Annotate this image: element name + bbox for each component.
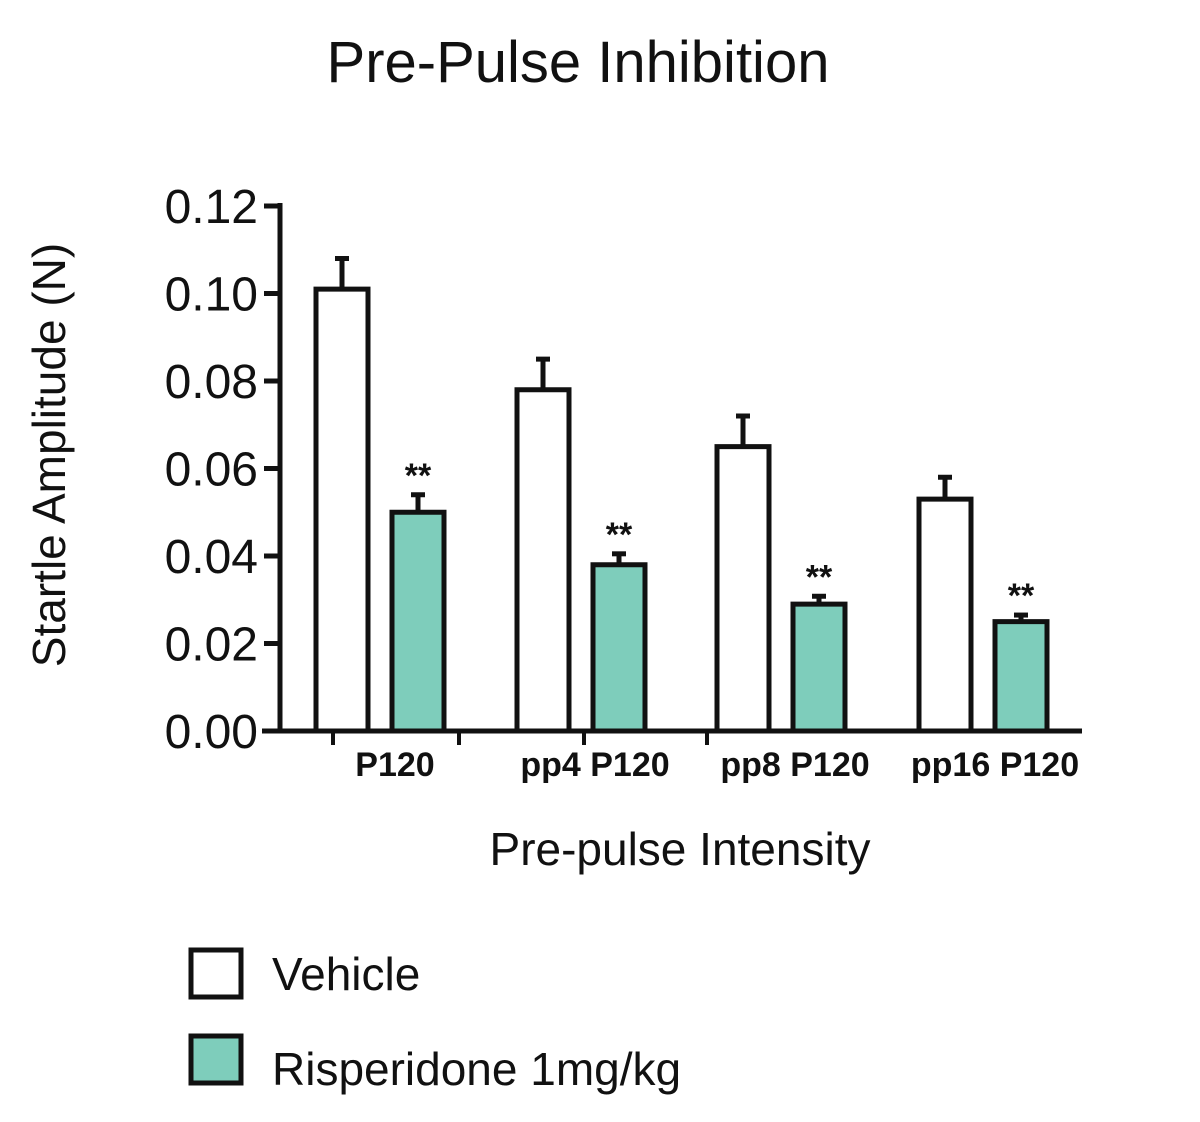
y-tick-label: 0.08 (165, 356, 258, 409)
bar-vehicle (714, 444, 772, 734)
x-tick-label: pp8 P120 (720, 746, 869, 784)
legend: Vehicle Risperidone 1mg/kg (188, 947, 681, 1095)
y-tick-label: 0.06 (165, 444, 258, 497)
legend-label-risperidone: Risperidone 1mg/kg (272, 1043, 681, 1095)
y-tick-label: 0.02 (165, 619, 258, 672)
chart-title: Pre-Pulse Inhibition (327, 30, 830, 95)
legend-swatch-vehicle (188, 947, 244, 1000)
y-tick-label: 0.12 (165, 181, 258, 234)
y-axis-label: Startle Amplitude (N) (23, 243, 75, 667)
bar-risperidone (389, 509, 447, 734)
y-tick-label: 0.00 (165, 706, 258, 759)
bar-vehicle (916, 496, 974, 734)
significance-label: ** (1008, 577, 1035, 615)
x-tick-label: pp4 P120 (520, 746, 669, 784)
x-tick-label: P120 (355, 746, 434, 784)
significance-label: ** (606, 516, 633, 554)
legend-swatch-risperidone (188, 1033, 244, 1086)
bar-risperidone (590, 562, 648, 734)
bar-vehicle (313, 286, 371, 734)
y-tick-label: 0.04 (165, 531, 258, 584)
legend-label-vehicle: Vehicle (272, 948, 420, 1000)
x-tick-label: pp16 P120 (911, 746, 1079, 784)
significance-label: ** (405, 457, 432, 495)
y-tick-label: 0.10 (165, 269, 258, 322)
significance-label: ** (806, 558, 833, 596)
x-axis-label: Pre-pulse Intensity (490, 823, 871, 875)
bar-risperidone (790, 601, 848, 734)
bar-vehicle (514, 387, 572, 734)
bar-risperidone (992, 619, 1050, 734)
